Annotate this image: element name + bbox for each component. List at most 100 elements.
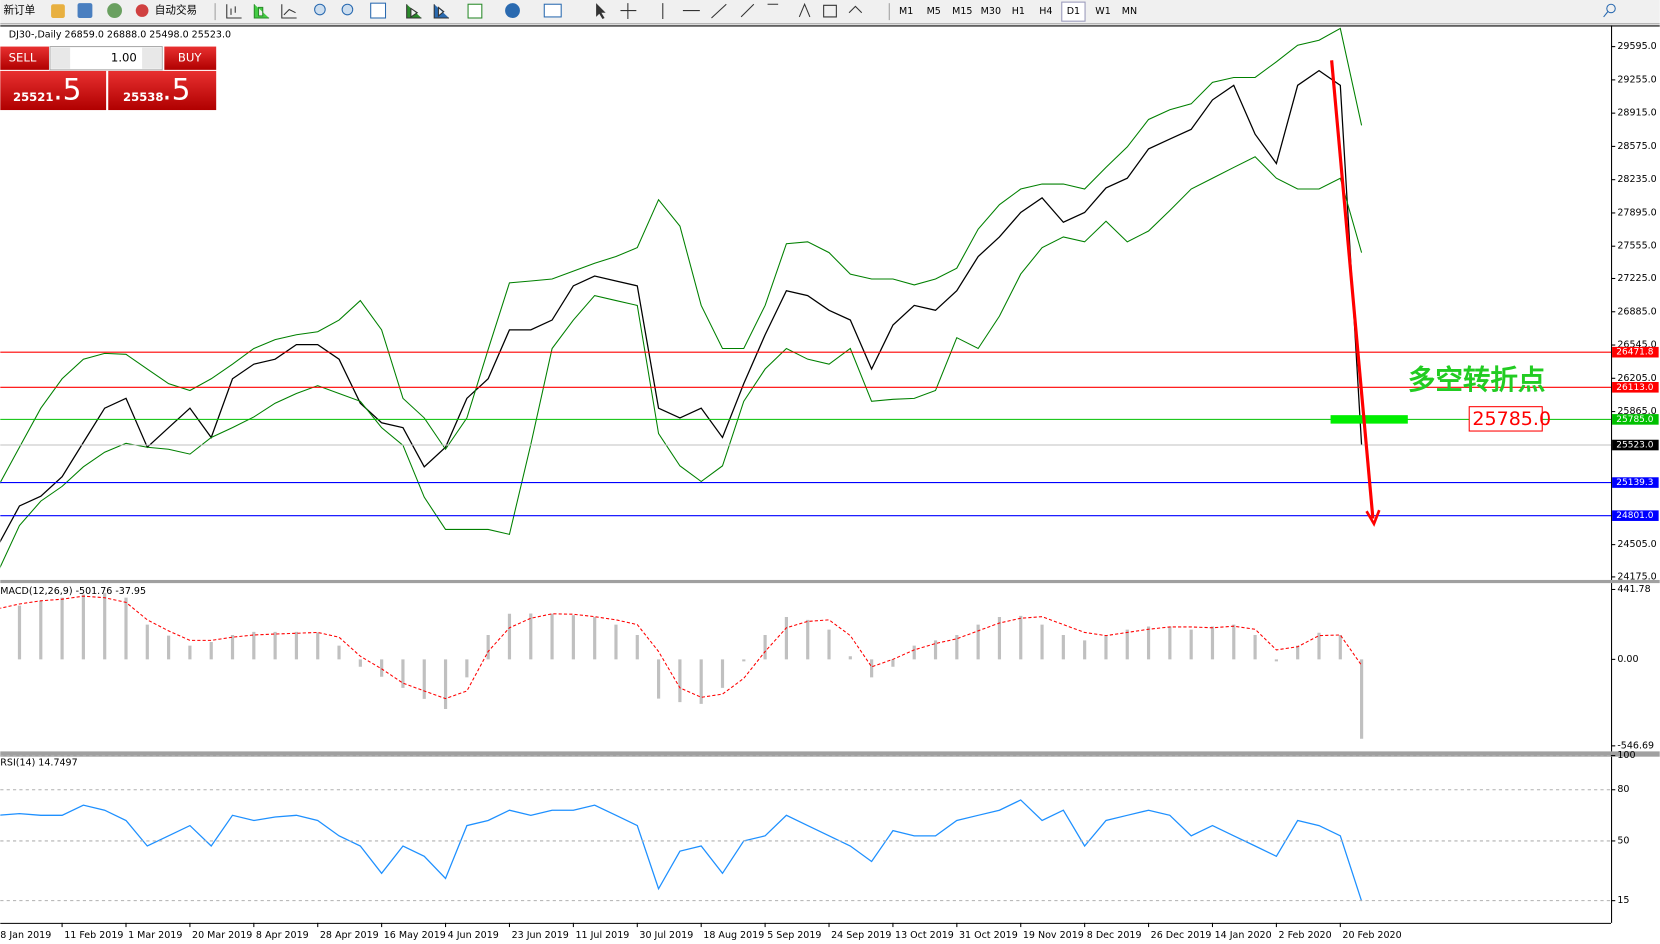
buy-price-box[interactable]	[108, 70, 217, 111]
y-tick-label: 29595.0	[1617, 41, 1656, 52]
buy-button[interactable]	[164, 46, 217, 70]
x-tick-label: 23 Jun 2019	[512, 930, 569, 941]
x-tick-label: 2 Feb 2020	[1279, 930, 1332, 941]
timeframe[interactable]: M15	[952, 6, 972, 17]
series-line	[0, 595, 1363, 700]
x-tick-label: 28 Apr 2019	[320, 930, 379, 941]
search-icon[interactable]	[1606, 3, 1616, 14]
level-label-box	[1612, 510, 1659, 521]
icon[interactable]	[51, 4, 65, 18]
level-label-box	[1612, 346, 1659, 358]
timeframe[interactable]: H4	[1039, 6, 1052, 17]
x-tick-label: 11 Feb 2019	[64, 930, 123, 941]
level-label: 24801.0	[1616, 511, 1653, 521]
toolbar	[0, 0, 1660, 24]
series-line	[0, 69, 1363, 543]
y-tick-label: 441.78	[1617, 584, 1650, 595]
y-tick-label: 28915.0	[1617, 108, 1656, 119]
sell-price: 25521	[13, 90, 53, 104]
sell-label[interactable]: SELL	[9, 51, 37, 65]
candle-icon[interactable]	[253, 4, 270, 19]
level-label: 26471.8	[1616, 348, 1653, 358]
timeframe[interactable]: W1	[1095, 6, 1110, 17]
y-tick-label: 26545.0	[1617, 340, 1656, 351]
bar-chart-icon[interactable]	[226, 4, 242, 19]
zoom-in[interactable]	[314, 3, 326, 16]
turning-point-bar	[1330, 415, 1408, 424]
period-icon[interactable]	[505, 3, 520, 18]
y-tick-label: 26885.0	[1617, 306, 1656, 317]
x-tick-label: 31 Oct 2019	[959, 930, 1018, 941]
panel-separator	[0, 579, 1660, 584]
x-tick-label: 20 Feb 2020	[1342, 930, 1401, 941]
template-icon[interactable]	[543, 3, 562, 18]
y-tick-label: 80	[1617, 784, 1629, 795]
level-label-box	[1612, 382, 1659, 393]
buy-label[interactable]: BUY	[178, 51, 202, 65]
icon[interactable]	[77, 3, 93, 18]
line-chart-icon[interactable]	[281, 4, 297, 19]
turning-point-text: 多空转折点	[1408, 364, 1545, 396]
level-label-box	[1612, 414, 1659, 425]
x-tick-label: 19 Nov 2019	[1023, 930, 1084, 941]
level-label: 26113.0	[1616, 383, 1653, 393]
autoscroll-icon[interactable]	[433, 4, 450, 19]
sell-button[interactable]	[0, 46, 49, 70]
price-annotation: 25785.0	[1472, 408, 1551, 430]
y-tick-label: 27555.0	[1617, 241, 1656, 252]
x-tick-label: 14 Jan 2020	[1215, 930, 1272, 941]
sell-price-box[interactable]	[0, 70, 107, 111]
x-tick-label: 8 Jan 2019	[0, 930, 51, 941]
lots-down[interactable]	[51, 47, 71, 69]
y-tick-label: 50	[1617, 835, 1629, 846]
trend-arrow	[1330, 60, 1375, 519]
x-tick-label: 20 Mar 2019	[192, 930, 252, 941]
sell-price-pips: .5	[53, 72, 81, 107]
y-tick-label: 27895.0	[1617, 207, 1656, 218]
auto-trading-button[interactable]: 自动交易	[155, 4, 197, 17]
timeframe[interactable]: D1	[1067, 6, 1080, 17]
buy-price: 25538	[123, 90, 163, 104]
series-line	[0, 27, 1363, 484]
crosshair-icon[interactable]	[620, 3, 637, 20]
auto-trading-icon[interactable]	[135, 4, 149, 17]
x-tick-label: 30 Jul 2019	[639, 930, 693, 941]
buy-price-pips: .5	[162, 72, 190, 107]
lots-input[interactable]	[49, 46, 163, 71]
timeframe[interactable]: M30	[981, 6, 1001, 17]
timeframe[interactable]: M5	[927, 6, 941, 17]
icon[interactable]	[107, 3, 122, 18]
last-price-label: 25523.0	[1616, 441, 1653, 451]
x-tick-label: 18 Aug 2019	[703, 930, 764, 941]
trade-panel: SELL 1.00 BUY 25521 .5 25538 .5	[0, 46, 217, 111]
last-price-box	[1612, 439, 1659, 451]
y-tick-label: 24505.0	[1617, 539, 1656, 550]
x-tick-label: 11 Jul 2019	[575, 930, 629, 941]
timeframe[interactable]: H1	[1012, 6, 1025, 17]
rsi-title: RSI(14) 14.7497	[0, 758, 77, 769]
x-tick-label: 16 May 2019	[384, 930, 446, 941]
lots-value: 1.00	[111, 51, 137, 65]
y-tick-label: 28235.0	[1617, 174, 1656, 185]
y-tick-label: -546.69	[1617, 740, 1654, 751]
y-tick-label: 25865.0	[1617, 406, 1656, 417]
level-label: 25785.0	[1616, 415, 1653, 425]
lots-up[interactable]	[142, 47, 162, 69]
indicator-icon[interactable]	[467, 3, 483, 19]
zoom-out[interactable]	[341, 3, 354, 16]
price-annotation-box	[1468, 406, 1543, 432]
drawing-tools[interactable]	[662, 2, 863, 20]
timeframe[interactable]: MN	[1122, 6, 1137, 17]
tile-icon[interactable]	[370, 2, 387, 19]
shift-icon[interactable]	[406, 4, 422, 19]
x-tick-label: 4 Jun 2019	[448, 930, 499, 941]
timeframe[interactable]: M1	[899, 6, 913, 17]
cursor-icon[interactable]	[596, 3, 606, 20]
level-label: 25139.3	[1616, 478, 1653, 488]
y-tick-label: 28575.0	[1617, 141, 1656, 152]
new-order-button[interactable]: 新订单	[3, 4, 35, 17]
timeframe-selected	[1061, 1, 1086, 22]
x-tick-label: 26 Dec 2019	[1151, 930, 1212, 941]
plot	[0, 27, 1363, 569]
